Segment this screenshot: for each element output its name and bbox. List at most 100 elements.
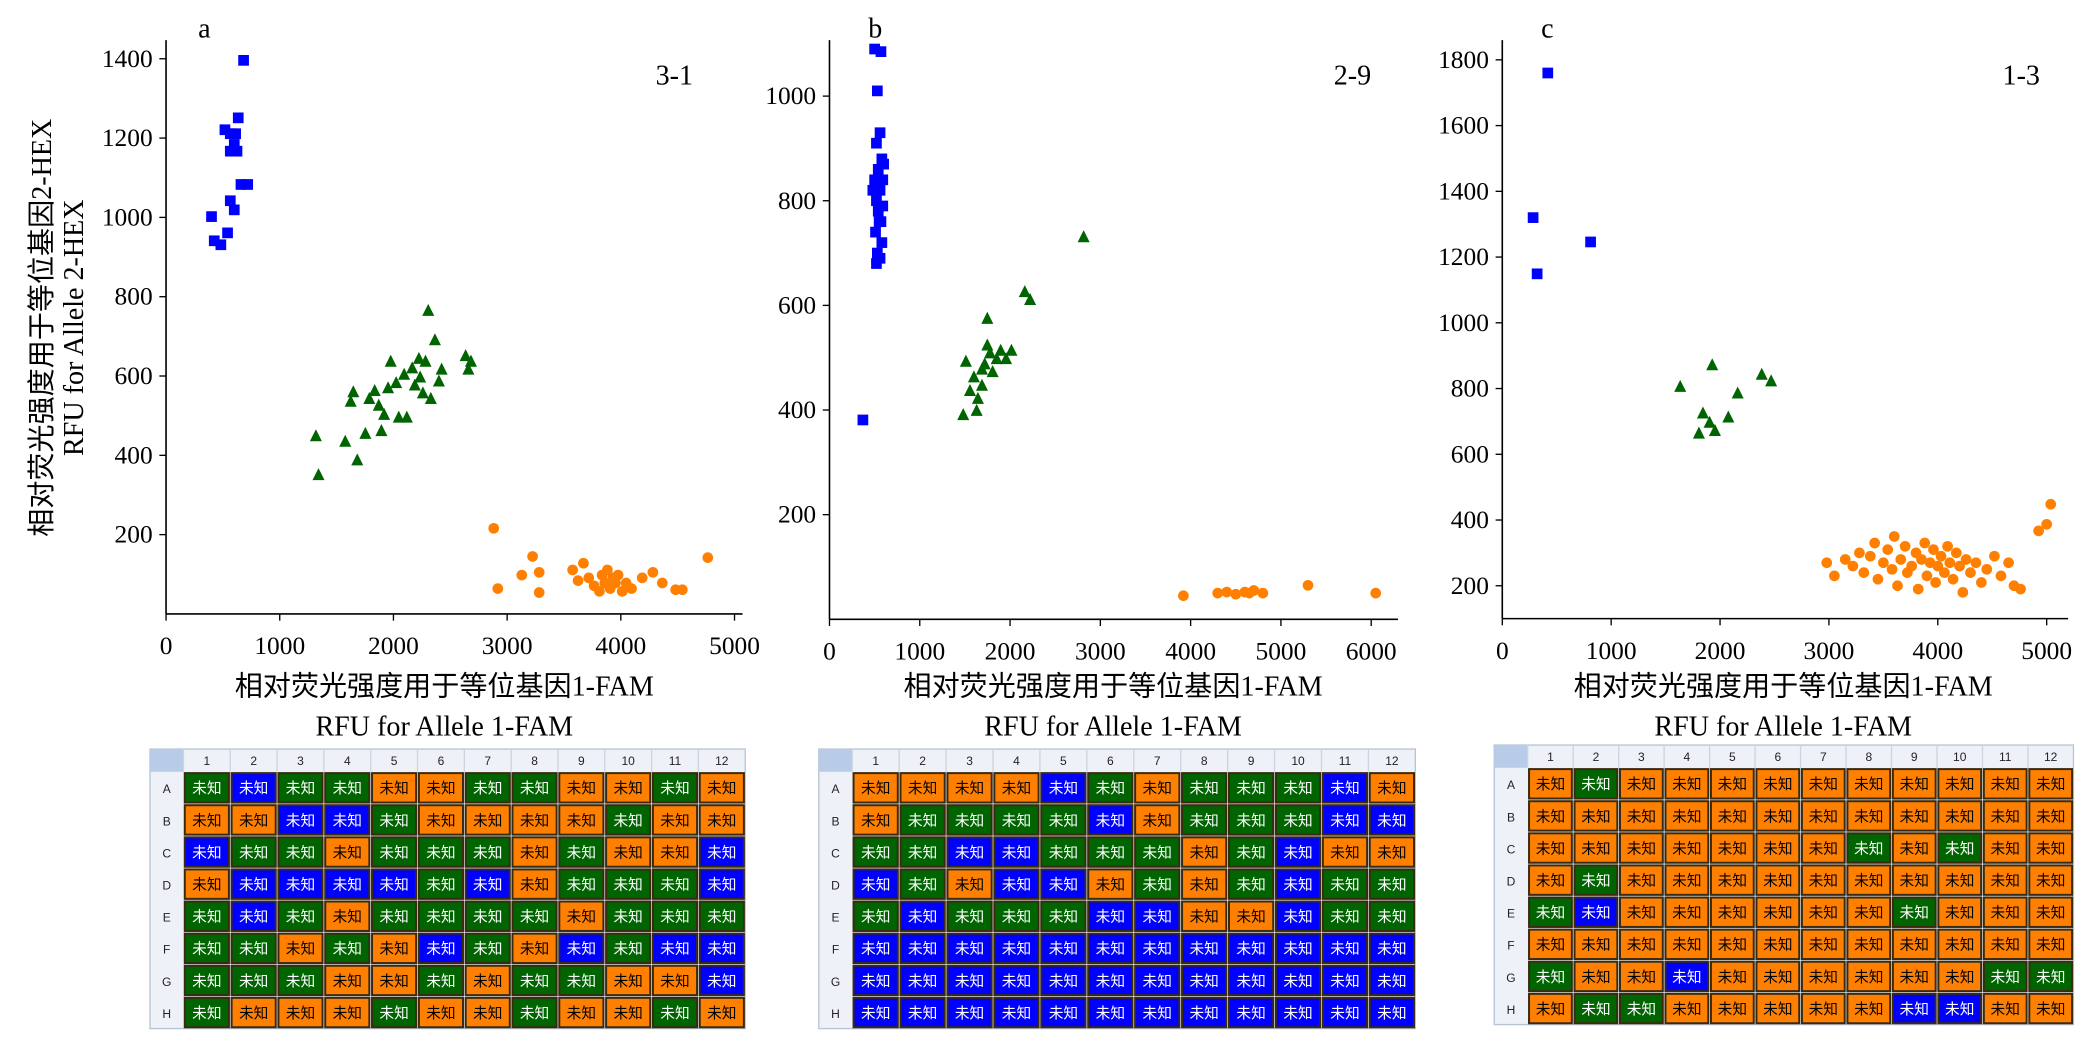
plate-well bbox=[1982, 928, 2028, 961]
well-label: 未知 bbox=[660, 876, 689, 893]
plate-well bbox=[1368, 772, 1416, 804]
point-green-triangle bbox=[378, 407, 391, 420]
plate-well bbox=[1134, 772, 1181, 804]
x-tick-label: 1000 bbox=[894, 637, 945, 665]
plate-well bbox=[1664, 992, 1710, 1025]
plate-well bbox=[1846, 928, 1892, 961]
plate-well bbox=[1664, 928, 1710, 961]
column-header: 10 bbox=[1291, 754, 1305, 768]
plate-well bbox=[1134, 836, 1181, 868]
x-tick-label: 6000 bbox=[1346, 637, 1397, 665]
point-green-triangle bbox=[359, 426, 372, 439]
plate-well bbox=[2028, 992, 2074, 1025]
point-green-triangle bbox=[1722, 410, 1735, 423]
plate-well bbox=[946, 772, 993, 804]
well-label: 未知 bbox=[1718, 1001, 1747, 1018]
plate-well bbox=[558, 964, 605, 997]
well-label: 未知 bbox=[426, 941, 455, 958]
point-orange-circle bbox=[1950, 547, 1962, 559]
y-tick-label: 1400 bbox=[1438, 177, 1489, 205]
point-orange-circle bbox=[1248, 585, 1260, 596]
plate-well bbox=[1937, 896, 1983, 928]
well-label: 未知 bbox=[660, 780, 689, 797]
plate-well bbox=[417, 996, 464, 1029]
plate-well bbox=[946, 804, 993, 836]
plate-well bbox=[1087, 772, 1134, 804]
plate-well bbox=[1982, 800, 2028, 832]
plate-well bbox=[1227, 804, 1275, 836]
plate-well bbox=[277, 996, 324, 1029]
well-label: 未知 bbox=[707, 844, 736, 861]
plate-well bbox=[852, 996, 899, 1029]
plate-well bbox=[1755, 992, 1801, 1025]
well-label: 未知 bbox=[1536, 872, 1565, 889]
plate-well bbox=[324, 804, 371, 836]
point-orange-circle bbox=[1212, 587, 1224, 599]
point-orange-circle bbox=[1847, 560, 1859, 572]
point-green-triangle bbox=[963, 383, 976, 397]
x-axis-label-cn-b: 相对荧光强度用于等位基因1-FAM bbox=[903, 671, 1322, 703]
well-label: 未知 bbox=[567, 812, 596, 829]
plate-well bbox=[1040, 868, 1087, 900]
point-green-triangle bbox=[1674, 379, 1687, 392]
column-header: 1 bbox=[1547, 750, 1554, 764]
well-label: 未知 bbox=[1581, 872, 1610, 889]
well-label: 未知 bbox=[1236, 1005, 1265, 1022]
well-label: 未知 bbox=[1283, 973, 1312, 990]
point-orange-circle bbox=[1938, 567, 1950, 578]
plate-well bbox=[183, 964, 230, 997]
column-header: 11 bbox=[1339, 754, 1352, 768]
y-axis-label-en: RFU for Allele 2-HEX bbox=[59, 199, 90, 456]
well-label: 未知 bbox=[660, 909, 689, 926]
plate-well bbox=[1800, 800, 1846, 832]
well-label: 未知 bbox=[1945, 969, 1974, 986]
plate-well bbox=[558, 868, 605, 900]
well-label: 未知 bbox=[1991, 969, 2020, 986]
point-blue-square bbox=[235, 179, 247, 190]
point-blue-square bbox=[872, 164, 884, 175]
well-label: 未知 bbox=[1991, 1001, 2020, 1018]
well-label: 未知 bbox=[861, 844, 890, 861]
row-header: G bbox=[162, 975, 171, 989]
point-green-triangle bbox=[351, 453, 364, 466]
plate-well bbox=[1181, 804, 1228, 836]
plate-well bbox=[946, 868, 993, 900]
point-blue-square bbox=[228, 204, 240, 216]
chart-title-a: 3-1 bbox=[656, 60, 693, 91]
well-label: 未知 bbox=[1581, 776, 1610, 793]
plate-well bbox=[417, 964, 464, 997]
point-blue-square bbox=[877, 174, 889, 186]
well-label: 未知 bbox=[1330, 909, 1359, 926]
point-blue-square bbox=[224, 145, 236, 157]
well-label: 未知 bbox=[707, 876, 736, 893]
well-label: 未知 bbox=[1672, 872, 1701, 889]
well-label: 未知 bbox=[239, 812, 268, 829]
point-green-triangle bbox=[1731, 386, 1744, 399]
well-label: 未知 bbox=[1991, 937, 2020, 954]
point-orange-circle bbox=[1872, 573, 1884, 585]
point-orange-circle bbox=[1829, 570, 1840, 582]
well-label: 未知 bbox=[1581, 840, 1610, 857]
scatter-plots: 0 1000 2000 3000 4000 50002004006008001000120… bbox=[102, 40, 2072, 665]
plate-well bbox=[1846, 960, 1892, 993]
plate-well bbox=[1846, 992, 1892, 1025]
column-header: 7 bbox=[1154, 754, 1161, 768]
row-header: D bbox=[162, 878, 171, 892]
point-orange-circle bbox=[1899, 540, 1911, 552]
plate-well bbox=[371, 900, 418, 932]
well-label: 未知 bbox=[192, 844, 221, 861]
well-label: 未知 bbox=[908, 780, 937, 797]
point-green-triangle bbox=[1005, 343, 1018, 356]
well-label: 未知 bbox=[426, 1005, 455, 1022]
well-label: 未知 bbox=[1718, 776, 1747, 793]
well-label: 未知 bbox=[613, 909, 642, 926]
plate-well bbox=[1891, 800, 1937, 832]
plate-well bbox=[899, 900, 946, 932]
well-label: 未知 bbox=[1283, 812, 1312, 829]
plate-well bbox=[1937, 800, 1983, 832]
plate-well bbox=[1846, 896, 1892, 928]
point-blue-square bbox=[869, 43, 880, 55]
well-label: 未知 bbox=[1672, 1001, 1701, 1018]
well-label: 未知 bbox=[473, 780, 502, 797]
